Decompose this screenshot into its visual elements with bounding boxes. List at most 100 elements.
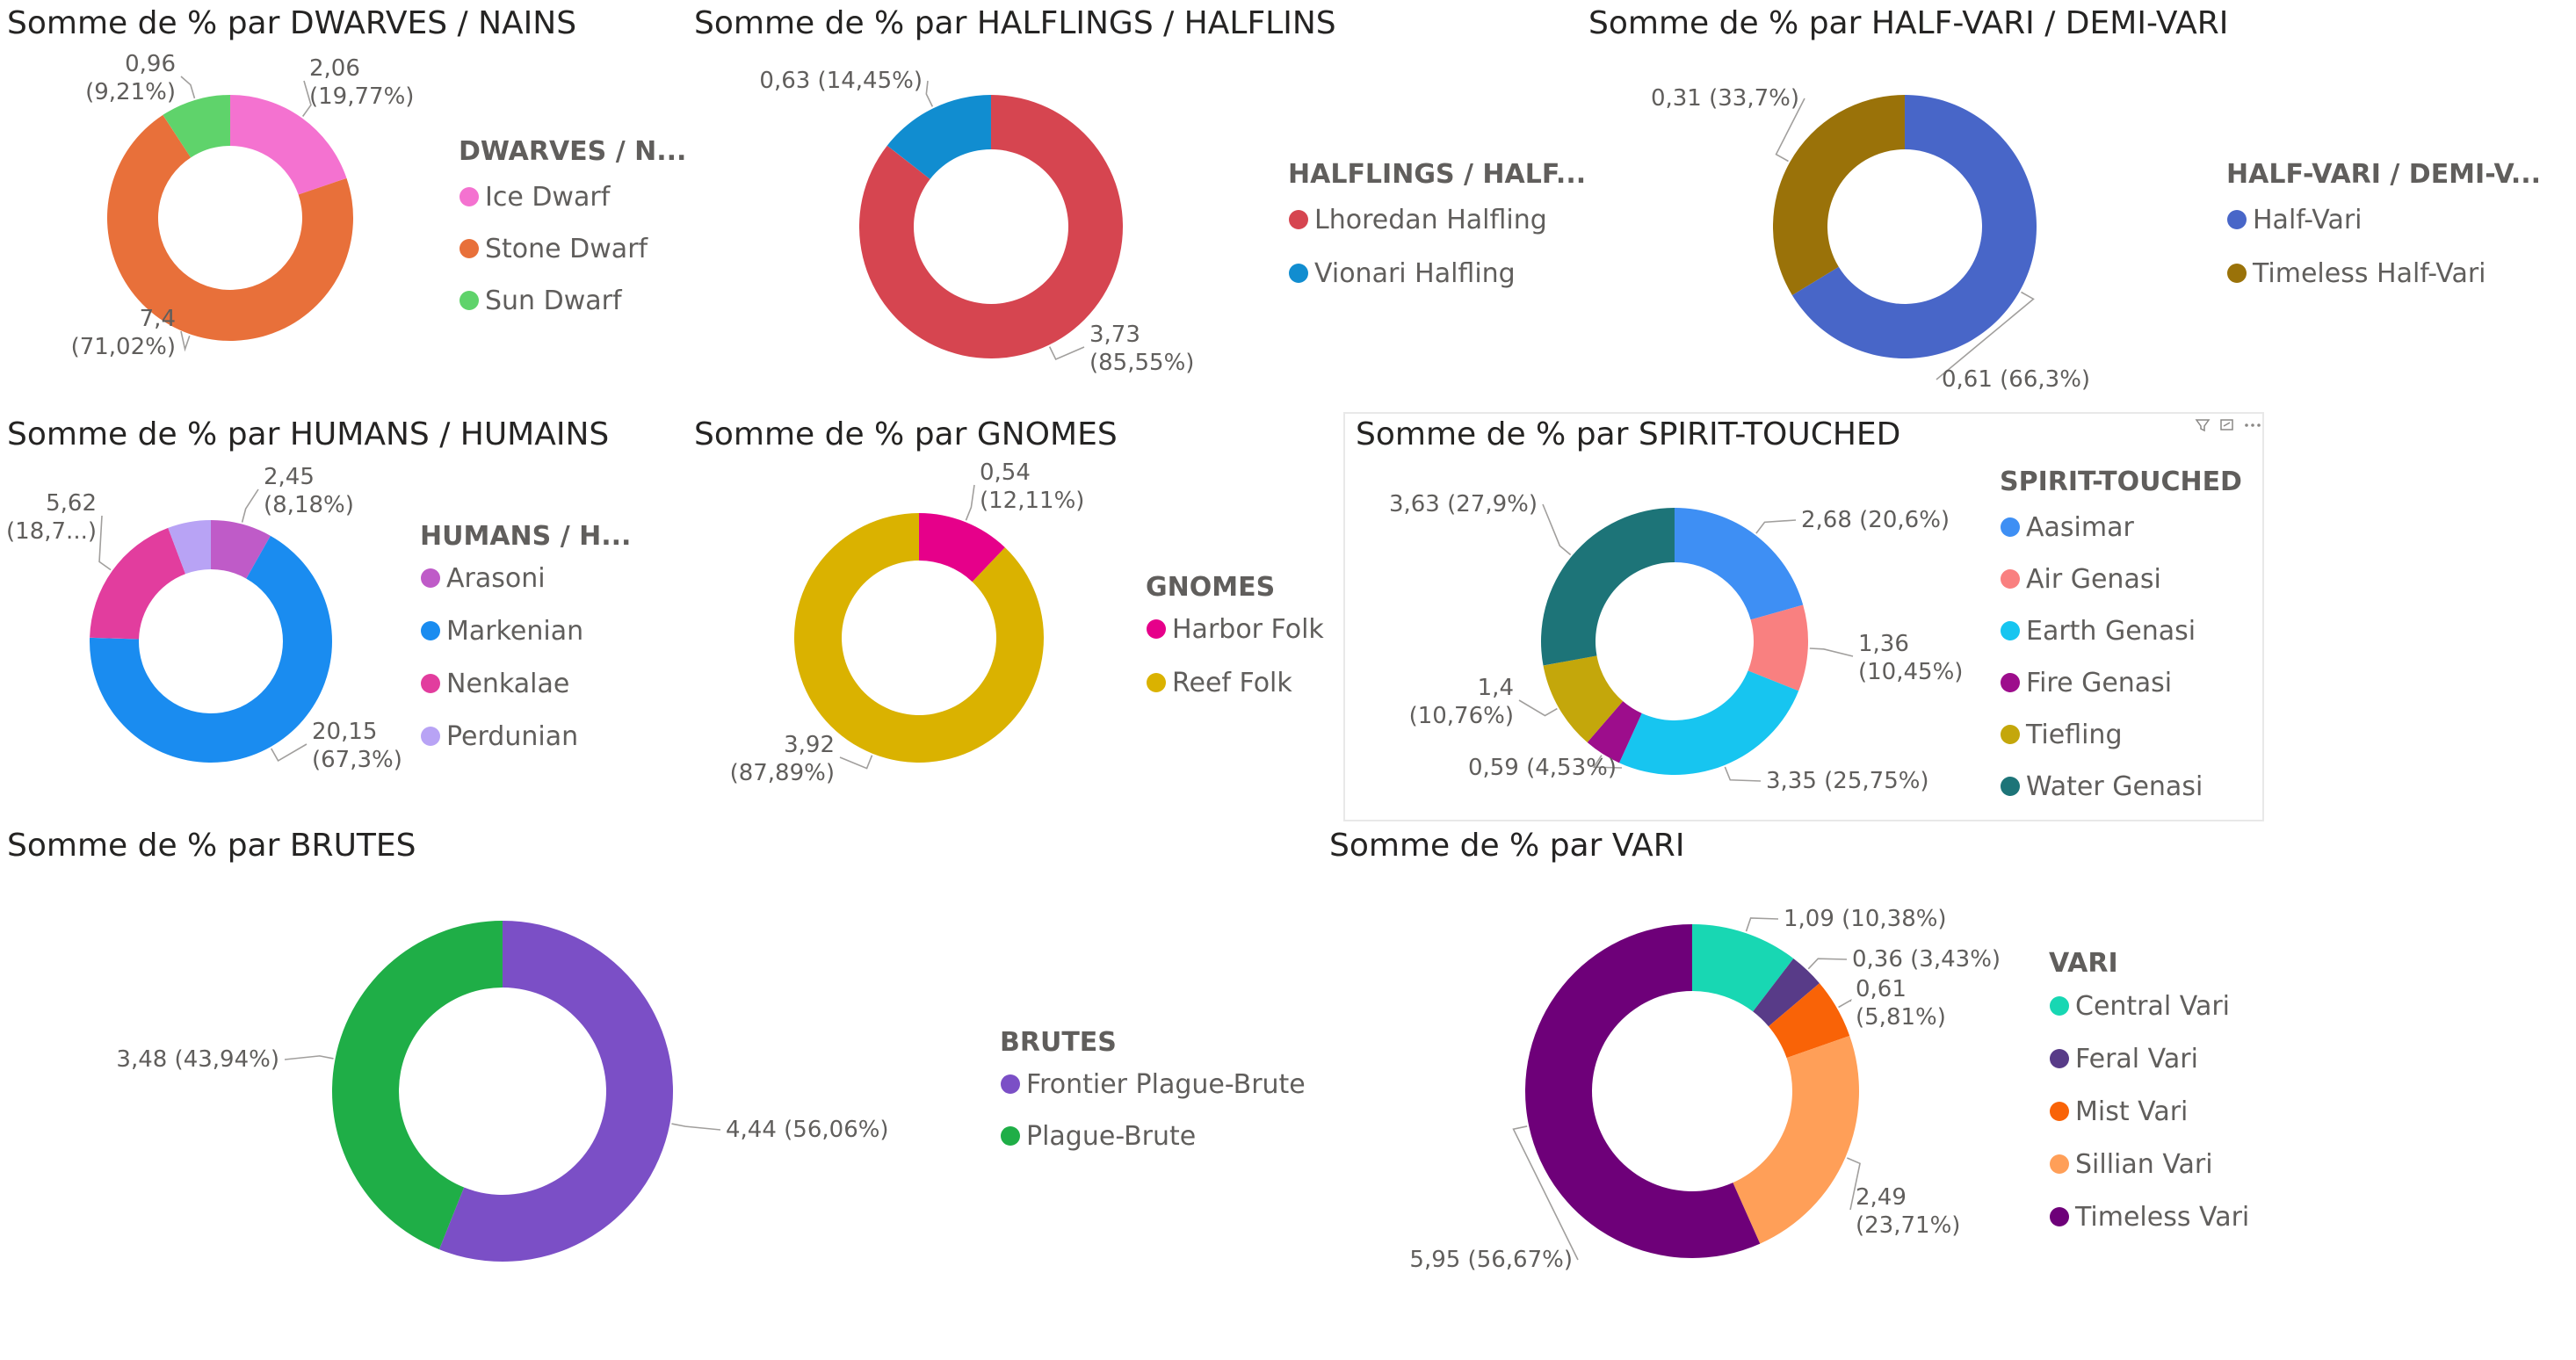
legend-item-vionari-halfling[interactable]: Vionari Halfling [1289,258,1516,289]
legend-label: Timeless Vari [2074,1202,2249,1233]
donut-chart-0[interactable]: Somme de % par DWARVES / NAINS 2,06 (19,77… [7,5,686,360]
legend-item-ice-dwarf[interactable]: Ice Dwarf [459,182,611,213]
leader-line [284,1055,334,1060]
legend-item-mist-vari[interactable]: Mist Vari [2050,1096,2188,1127]
legend-item-tiefling[interactable]: Tiefling [2001,720,2122,750]
data-label-line: (87,89%) [730,760,835,786]
data-label: 0,96 (9,21%) [85,51,176,105]
legend-item-earth-genasi[interactable]: Earth Genasi [2001,616,2196,647]
chart-title: Somme de % par BRUTES [7,828,416,864]
legend-item-perdunian[interactable]: Perdunian [421,721,578,752]
data-label-line: 0,63 (14,45%) [759,68,923,94]
data-label-line: 3,92 [784,732,835,758]
legend-item-aasimar[interactable]: Aasimar [2001,512,2134,543]
donut-slice-sillian-vari[interactable] [1733,1035,1859,1244]
donut-slice-plague-brute[interactable] [331,921,503,1250]
data-label-line: 1,4 [1478,675,1514,701]
donut-slice-timeless-vari[interactable] [1525,924,1761,1258]
donut-chart-1[interactable]: Somme de % par HALFLINGS / HALFLINS 3,73(… [694,5,1586,376]
leader-line [1724,766,1762,782]
donut-chart-7[interactable]: Somme de % par VARI 1,09 (10,38%) 0,36 (3,… [1329,828,2249,1273]
legend-item-harbor-folk[interactable]: Harbor Folk [1147,614,1324,645]
donut-slice-stone-dwarf[interactable] [107,114,354,341]
legend-marker [2227,264,2247,283]
data-label: 1,36 (10,45%) [1858,631,1963,685]
donut-chart-6[interactable]: Somme de % par BRUTES 4,44 (56,06%) 3,48 (… [7,828,1306,1262]
legend-item-half-vari[interactable]: Half-Vari [2227,205,2363,235]
legend-marker [459,187,479,206]
legend-item-stone-dwarf[interactable]: Stone Dwarf [459,234,649,264]
donut-slice-arasoni[interactable] [211,520,271,579]
legend-item-nenkalae[interactable]: Nenkalae [421,669,569,699]
donut-chart-2[interactable]: Somme de % par HALF-VARI / DEMI-VARI 0,61… [1588,5,2541,393]
data-label: 0,31 (33,7%) [1651,85,1799,112]
data-label-line: 0,96 [125,51,176,77]
legend-item-sillian-vari[interactable]: Sillian Vari [2050,1149,2213,1180]
legend-item-timeless-vari[interactable]: Timeless Vari [2050,1202,2249,1233]
data-label-line: (8,18%) [264,492,354,518]
donut-slice-reef-folk[interactable] [794,513,1045,763]
focus-mode-icon[interactable] [2220,419,2233,430]
legend-item-central-vari[interactable]: Central Vari [2050,991,2230,1022]
leader-line [271,743,308,763]
legend-label: Aasimar [2026,512,2134,543]
legend-item-sun-dwarf[interactable]: Sun Dwarf [459,286,623,316]
data-label: 0,61 (66,3%) [1942,366,2090,393]
donut-slice-frontier-plague-brute[interactable] [438,921,673,1262]
legend-marker [2001,725,2020,744]
donut-chart-3[interactable]: Somme de % par HUMANS / HUMAINS 2,45 (8,18… [6,416,631,773]
donut-chart-4[interactable]: Somme de % par GNOMES 0,54 (12,11%) 3,92 (87… [694,416,1324,786]
donut-slice-ice-dwarf[interactable] [230,95,347,195]
donut-slice-lhoredan-halfling[interactable] [858,95,1123,359]
donut-slice-sun-dwarf[interactable] [163,95,230,158]
legend-item-timeless-half-vari[interactable]: Timeless Half-Vari [2227,258,2486,289]
leader-line [1512,1125,1579,1261]
data-label-line: (23,71%) [1856,1212,1960,1239]
donut-slice-harbor-folk[interactable] [919,513,1005,582]
donut-slice-water-genasi[interactable] [1541,508,1675,666]
legend-label: Central Vari [2075,991,2230,1022]
chart-title: Somme de % par DWARVES / NAINS [7,5,576,41]
donut-slice-timeless-half-vari[interactable] [1773,95,1905,295]
data-label-line: 0,59 (4,53%) [1468,755,1617,781]
legend-item-plague-brute[interactable]: Plague-Brute [1001,1121,1196,1152]
donut-slice-feral-vari[interactable] [1753,959,1820,1027]
leader-line [1755,519,1797,534]
legend-item-feral-vari[interactable]: Feral Vari [2050,1044,2198,1074]
donut-slice-vionari-halfling[interactable] [886,95,991,179]
donut-slice-aasimar[interactable] [1675,508,1804,620]
legend-label: Water Genasi [2026,771,2203,802]
legend-item-markenian[interactable]: Markenian [421,616,583,647]
donut-slice-air-genasi[interactable] [1747,604,1808,691]
legend-item-air-genasi[interactable]: Air Genasi [2001,564,2161,595]
legend-label: Timeless Half-Vari [2252,258,2486,289]
more-options-icon[interactable] [2245,423,2261,427]
legend-item-reef-folk[interactable]: Reef Folk [1147,668,1292,698]
legend-label: Lhoredan Halfling [1314,205,1547,235]
donut-slice-earth-genasi[interactable] [1619,670,1799,775]
leader-line [1847,1157,1861,1211]
data-label: 20,15 (67,3%) [312,719,402,773]
donut-slice-tiefling[interactable] [1543,655,1624,743]
leader-line [1838,998,1852,1009]
donut-slice-fire-genasi[interactable] [1587,701,1642,763]
data-label-line: 3,48 (43,94%) [116,1046,279,1073]
legend-item-lhoredan-halfling[interactable]: Lhoredan Halfling [1289,205,1547,235]
donut-slice-perdunian[interactable] [168,520,211,575]
legend-marker [2001,517,2020,537]
filter-icon[interactable] [2195,419,2211,432]
legend-item-fire-genasi[interactable]: Fire Genasi [2001,668,2172,698]
donut-slice-central-vari[interactable] [1692,924,1794,1012]
legend-item-frontier-plague-brute[interactable]: Frontier Plague-Brute [1001,1069,1306,1100]
legend-item-water-genasi[interactable]: Water Genasi [2001,771,2203,802]
legend-marker [2001,777,2020,796]
donut-slice-mist-vari[interactable] [1768,983,1850,1059]
donut-slice-half-vari[interactable] [1791,95,2037,358]
legend-item-arasoni[interactable]: Arasoni [421,563,546,594]
selected-visual-frame[interactable] [1343,412,2264,821]
donut-slice-nenkalae[interactable] [90,527,186,640]
donut-slice-markenian[interactable] [89,535,332,763]
legend-label: Feral Vari [2075,1044,2198,1074]
legend-label: Sun Dwarf [485,286,623,316]
donut-chart-5[interactable]: Somme de % par SPIRIT-TOUCHED 2,68 (20,6%… [1356,416,2242,802]
